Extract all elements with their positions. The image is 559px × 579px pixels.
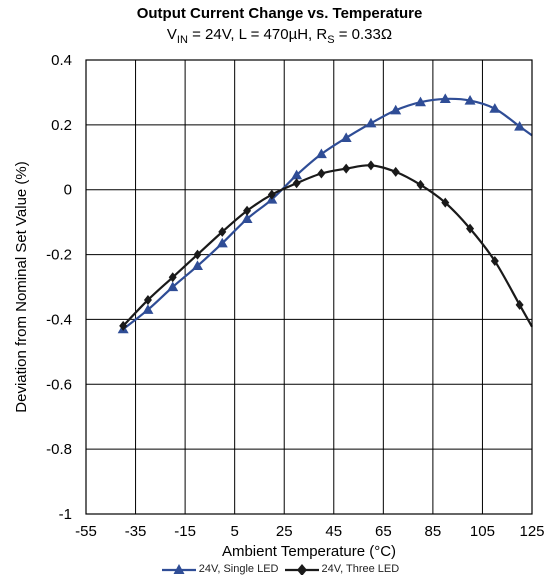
y-axis-label: Deviation from Nominal Set Value (%) bbox=[13, 161, 30, 412]
legend: 24V, Single LED 24V, Three LED bbox=[0, 563, 559, 578]
triangle-marker bbox=[489, 103, 501, 113]
triangle-marker bbox=[291, 169, 303, 180]
x-tick-label: -15 bbox=[174, 523, 196, 540]
diamond-marker bbox=[317, 168, 326, 179]
grid bbox=[85, 59, 533, 515]
triangle-marker bbox=[415, 96, 426, 107]
y-tick-label: 0.2 bbox=[51, 117, 72, 134]
triangle-marker bbox=[216, 237, 228, 248]
diamond-marker bbox=[416, 179, 425, 190]
diamond-marker bbox=[366, 160, 375, 171]
series-layer bbox=[117, 93, 533, 334]
x-tick-label: -35 bbox=[125, 523, 147, 540]
triangle-marker bbox=[192, 260, 203, 271]
diamond-marker bbox=[143, 294, 152, 305]
tick-labels: -55 -35 -15 5 25 45 65 85 105 125 0.4 0.2 0 -0.2 -0.4 -… bbox=[46, 52, 544, 540]
diamond-marker bbox=[466, 223, 475, 234]
diamond-marker bbox=[267, 189, 276, 200]
triangle-marker bbox=[439, 93, 451, 104]
diamond-marker bbox=[391, 166, 400, 177]
y-tick-label: 0 bbox=[64, 182, 72, 199]
triangle-marker bbox=[241, 213, 253, 224]
diamond-marker bbox=[342, 163, 351, 174]
series-line bbox=[122, 97, 533, 331]
diamond-marker bbox=[243, 205, 252, 216]
diamond-marker bbox=[193, 249, 202, 260]
x-tick-label: 45 bbox=[325, 523, 342, 540]
triangle-marker bbox=[514, 120, 526, 131]
x-axis-label: Ambient Temperature (°C) bbox=[222, 543, 396, 560]
subtitle-vin-prefix: V bbox=[166, 26, 177, 43]
y-tick-label: -0.6 bbox=[46, 376, 72, 393]
x-tick-label: 105 bbox=[470, 523, 495, 540]
x-tick-label: 65 bbox=[375, 523, 392, 540]
triangle-marker bbox=[365, 117, 377, 128]
plot-frame bbox=[85, 59, 533, 515]
legend-label: 24V, Single LED bbox=[198, 563, 279, 575]
triangle-marker bbox=[142, 304, 154, 314]
x-tick-label: 5 bbox=[230, 523, 238, 540]
diamond-marker bbox=[292, 178, 301, 189]
x-tick-label: -55 bbox=[75, 523, 97, 540]
x-tick-label: 125 bbox=[519, 523, 544, 540]
diamond-line-icon bbox=[284, 564, 319, 575]
legend-label: 24V, Three LED bbox=[321, 563, 400, 575]
x-tick-label: 25 bbox=[276, 523, 293, 540]
triangle-marker bbox=[464, 95, 476, 105]
x-tick-label: 85 bbox=[425, 523, 442, 540]
legend-item: 24V, Three LED bbox=[283, 563, 400, 575]
triangle-marker bbox=[340, 132, 352, 142]
subtitle-end: = 0.33Ω bbox=[334, 26, 393, 43]
diamond-marker bbox=[515, 299, 524, 310]
y-tick-label: -0.2 bbox=[46, 247, 72, 264]
subtitle-rs-subscript: S bbox=[327, 34, 335, 46]
y-tick-label: 0.4 bbox=[51, 52, 72, 69]
triangle-marker bbox=[167, 281, 179, 292]
triangle-line-icon bbox=[161, 564, 196, 574]
diamond-marker bbox=[168, 272, 177, 283]
diamond-marker bbox=[119, 320, 128, 331]
subtitle-middle: = 24V, L = 470µH, R bbox=[187, 26, 328, 43]
series-single-led bbox=[117, 93, 533, 334]
subtitle-vin-subscript: IN bbox=[176, 34, 188, 46]
diamond-marker bbox=[490, 256, 499, 267]
y-tick-label: -0.4 bbox=[46, 311, 72, 328]
triangle-marker bbox=[315, 148, 327, 159]
y-tick-label: -0.8 bbox=[46, 441, 72, 458]
diamond-marker bbox=[441, 197, 450, 208]
series-three-led bbox=[119, 160, 533, 331]
legend-item: 24V, Single LED bbox=[160, 563, 279, 575]
y-tick-label: -1 bbox=[59, 506, 72, 523]
chart-subtitle: VIN = 24V, L = 470µH, RS = 0.33Ω bbox=[0, 26, 559, 46]
diamond-marker bbox=[218, 226, 227, 237]
triangle-marker bbox=[390, 104, 402, 115]
chart-title: Output Current Change vs. Temperature bbox=[136, 5, 423, 22]
